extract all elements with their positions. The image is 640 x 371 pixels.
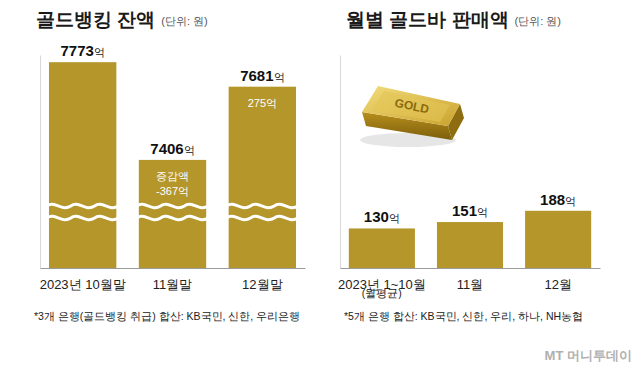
data-label: 151억: [452, 202, 488, 219]
data-label: 7681억: [240, 67, 284, 84]
bar: [49, 62, 116, 268]
axis-break: [47, 216, 118, 219]
tick-label: 12월말: [242, 277, 282, 292]
y-axis: [340, 56, 341, 269]
note: *5개 은행 합산: KB국민, 신한, 우리, 하나, NH농협: [344, 310, 583, 322]
tick: 11월말: [153, 268, 193, 292]
data-label: 7406억: [150, 140, 194, 157]
data-label: 7773억: [60, 42, 104, 59]
y-axis-line: [40, 56, 41, 269]
chart: 골드뱅킹 잔액 (단위: 원) 2023년 10월말 11월말 12월말 7773억 740…: [34, 9, 306, 322]
chart: 월별 골드바 판매액(단위: 원)2023년 1~10월11월12월130억15…: [338, 9, 632, 363]
tick-label: 2023년 10월말: [40, 277, 126, 292]
annotation: -367억: [156, 185, 189, 197]
icon-text: GOLD: [393, 96, 430, 117]
data-label: 130억: [364, 208, 400, 225]
data-label: 188억: [540, 191, 576, 208]
x-axis-line: [341, 268, 601, 269]
y-axis: [40, 56, 41, 269]
tick: 11월: [457, 268, 484, 292]
bar: [139, 160, 206, 268]
axis-break: [47, 204, 118, 207]
y-axis-line: [340, 56, 341, 269]
bar: [525, 211, 591, 268]
bar: [437, 222, 503, 268]
annotation: 증감액: [156, 170, 189, 182]
axis-break: [227, 216, 298, 219]
axis-break: [137, 216, 208, 219]
source: MT 머니투데이: [545, 348, 632, 363]
x-axis-line: [41, 268, 306, 269]
annotation: 275억: [248, 97, 277, 109]
bar: [229, 87, 296, 268]
bars: [47, 62, 298, 268]
title: 월별 골드바 판매액: [346, 9, 509, 30]
annotation: (월평균): [362, 287, 402, 299]
note: *3개 은행(골드뱅킹 취급) 합산: KB국민, 신한, 우리은행: [34, 310, 300, 322]
tick: 12월: [544, 268, 571, 292]
tick: 12월말: [242, 268, 282, 292]
axis-break: [227, 204, 298, 207]
x-axis: 2023년 10월말 11월말 12월말: [40, 268, 306, 292]
tick-label: 11월: [457, 277, 484, 292]
tick-label: 12월: [544, 277, 571, 292]
tick-label: 11월말: [153, 277, 193, 292]
subtitle: (단위: 원): [515, 15, 561, 27]
bar: [349, 228, 415, 268]
axis-break: [137, 204, 208, 207]
gold-bar-icon: [360, 86, 464, 147]
tick: 2023년 10월말: [40, 268, 126, 292]
subtitle: (단위: 원): [161, 15, 207, 27]
figure: 골드뱅킹 잔액 (단위: 원) 2023년 10월말 11월말 12월말 7773억 740…: [0, 0, 640, 371]
title: 골드뱅킹 잔액: [36, 9, 155, 30]
